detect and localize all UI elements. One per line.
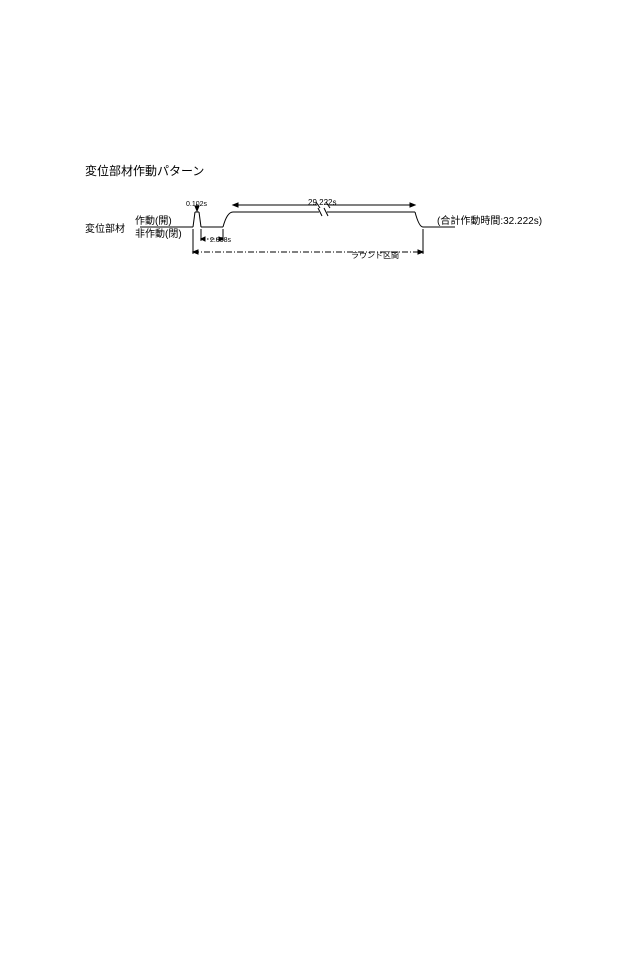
page-title: 変位部材作動パターン	[85, 162, 204, 179]
timing-diagram	[85, 197, 555, 262]
